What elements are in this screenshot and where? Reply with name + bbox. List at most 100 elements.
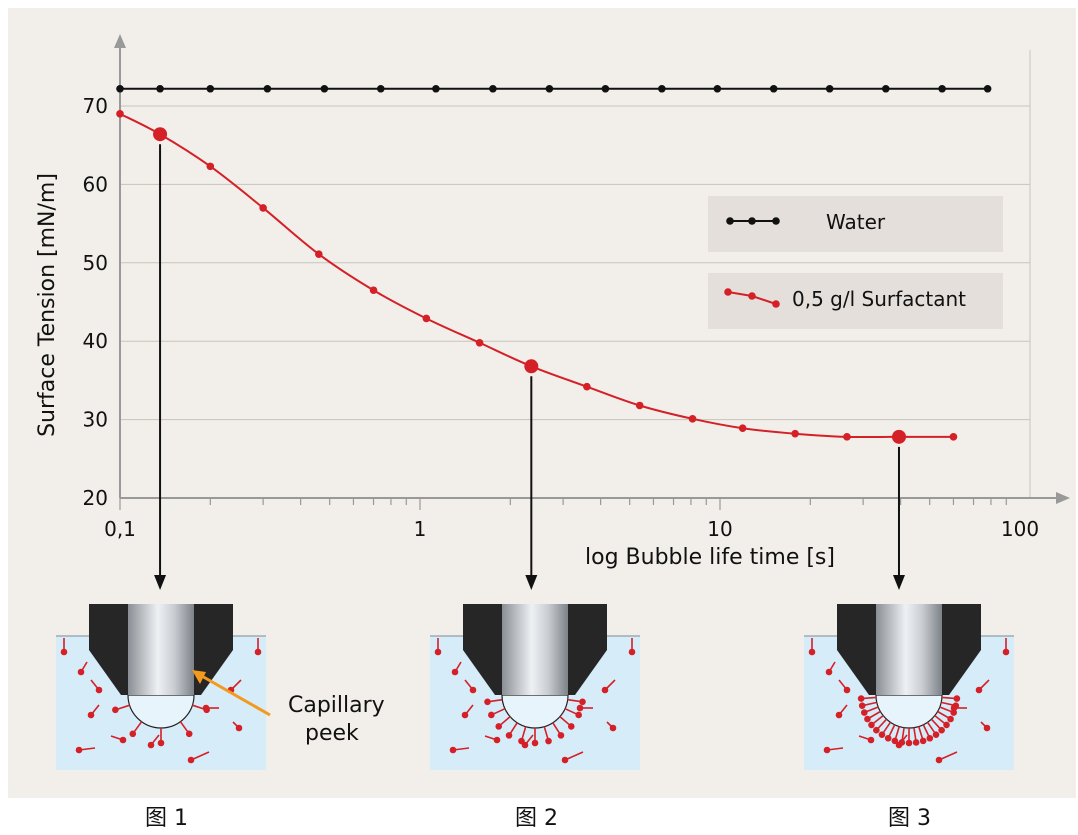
drop-arrowhead-2 <box>892 575 905 590</box>
adsorbed-surfactant-7-head <box>557 732 565 739</box>
y-tick-label-70: 70 <box>83 94 108 118</box>
adsorbed-surfactant-10-head <box>905 739 913 747</box>
adsorbed-surfactant-14-head <box>932 731 940 738</box>
x-axis-arrow <box>1056 492 1070 504</box>
drop-arrows <box>154 144 905 590</box>
x-tick-label-1: 1 <box>414 517 427 541</box>
free-surfactant-2-head <box>87 711 95 719</box>
legend-box-0 <box>708 196 1003 252</box>
data-point-1-3 <box>259 204 267 212</box>
legend: Water 0,5 g/l Surfactant <box>708 196 1003 329</box>
adsorbed-surfactant-0-head <box>112 706 119 714</box>
annotation-arrow-line <box>199 673 271 717</box>
data-point-0-12 <box>769 84 778 93</box>
adsorbed-surfactant-10-head <box>579 698 586 706</box>
legend-box-1 <box>708 273 1003 329</box>
caption-figure-3: 图 3 <box>888 806 931 831</box>
free-surfactant-4-head <box>867 736 875 744</box>
data-point-0-16 <box>983 84 992 93</box>
adsorbed-surfactant-6-head <box>545 737 552 745</box>
data-point-0-15 <box>938 84 946 93</box>
annotation-capillary-peek: Capillary peek <box>288 693 385 746</box>
adsorbed-surfactant-4-head <box>518 737 525 745</box>
caption-figure-2: 图 2 <box>515 806 558 831</box>
surface-surfactant-1-head <box>628 648 636 656</box>
free-surfactant-8-head <box>187 756 195 764</box>
surface-surfactant-0-head <box>60 648 68 656</box>
adsorbed-surfactant-2-head <box>861 709 868 716</box>
data-point-0-0 <box>116 84 124 93</box>
adsorbed-surfactant-4-head <box>868 721 875 729</box>
free-surfactant-7-head <box>609 724 617 732</box>
capillary-tube <box>502 604 568 695</box>
free-surfactant-6-head <box>975 686 983 694</box>
legend-marker-1-2 <box>772 300 780 308</box>
adsorbed-surfactant-2-head <box>495 723 503 730</box>
free-surfactant-9-head <box>147 741 155 749</box>
capillary-diagram-1 <box>56 604 266 770</box>
free-surfactant-0-head <box>825 668 833 676</box>
data-point-1-13 <box>791 429 799 438</box>
tick-marks <box>119 498 1007 510</box>
data-point-1-5 <box>369 286 378 295</box>
x-tick-label-3: 100 <box>1001 517 1039 541</box>
adsorbed-surfactant-0-head <box>857 695 865 702</box>
y-axis-arrow <box>114 34 126 48</box>
adsorbed-surfactant-8-head <box>567 723 575 730</box>
data-point-1-12 <box>738 424 747 433</box>
drop-arrowhead-0 <box>154 575 167 590</box>
adsorbed-surfactant-3-head <box>505 732 513 739</box>
legend-label-1: 0,5 g/l Surfactant <box>792 287 966 311</box>
free-surfactant-3-head <box>75 746 83 754</box>
adsorbed-surfactant-2-head <box>157 739 165 747</box>
free-surfactant-7-head <box>235 724 243 732</box>
y-tick-label-30: 30 <box>83 408 108 432</box>
free-surfactant-3-head <box>823 746 831 754</box>
adsorbed-surfactant-13-head <box>926 734 934 742</box>
adsorbed-surfactant-16-head <box>943 721 950 729</box>
annotation-line-0: Capillary <box>288 693 385 718</box>
free-surfactant-7-head <box>983 724 991 732</box>
adsorbed-surfactant-18-head <box>950 709 957 716</box>
data-point-1-6 <box>422 314 431 323</box>
adsorbed-surfactant-9-head <box>575 711 582 719</box>
legend-marker-0-0 <box>726 217 734 225</box>
data-point-1-10 <box>635 401 644 410</box>
data-point-0-14 <box>882 84 890 93</box>
data-point-1-14 <box>843 433 851 441</box>
free-surfactant-1-head <box>95 686 103 694</box>
y-tick-label-20: 20 <box>83 486 108 510</box>
adsorbed-surfactant-0-head <box>484 698 491 706</box>
annotation-line-1: peek <box>305 721 359 746</box>
tick-labels: 20 30 40 50 60 70 0,1 1 10 100 <box>83 94 1040 541</box>
drop-arrowhead-1 <box>525 575 538 590</box>
capillary-diagram-3 <box>804 604 1014 770</box>
capillary-tube <box>128 604 194 695</box>
data-point-1-11 <box>688 415 697 423</box>
data-point-0-1 <box>156 84 164 93</box>
adsorbed-surfactant-19-head <box>952 702 960 709</box>
data-point-0-5 <box>376 84 385 93</box>
adsorbed-surfactant-9-head <box>898 739 906 746</box>
y-tick-label-50: 50 <box>83 251 108 275</box>
data-point-0-3 <box>263 84 272 93</box>
data-point-0-11 <box>713 84 722 93</box>
legend-label-0: Water <box>826 210 886 234</box>
highlight-point-2 <box>891 429 906 444</box>
data-point-1-0 <box>116 110 124 118</box>
y-tick-label-60: 60 <box>83 172 108 196</box>
y-axis-label: Surface Tension [mN/m] <box>35 173 60 437</box>
free-surfactant-3-head <box>449 746 457 754</box>
adsorbed-surfactant-7-head <box>884 734 892 742</box>
highlight-point-1 <box>524 359 539 374</box>
data-point-1-16 <box>949 433 958 441</box>
x-tick-label-2: 10 <box>707 517 732 541</box>
free-surfactant-0-head <box>451 668 459 676</box>
adsorbed-surfactant-1-head <box>858 702 866 709</box>
adsorbed-surfactant-6-head <box>878 731 886 738</box>
free-surfactant-5-head <box>576 704 584 712</box>
data-point-1-9 <box>583 382 591 391</box>
data-point-1-7 <box>475 338 484 347</box>
data-point-0-7 <box>489 84 497 93</box>
free-surfactant-2-head <box>461 711 469 719</box>
